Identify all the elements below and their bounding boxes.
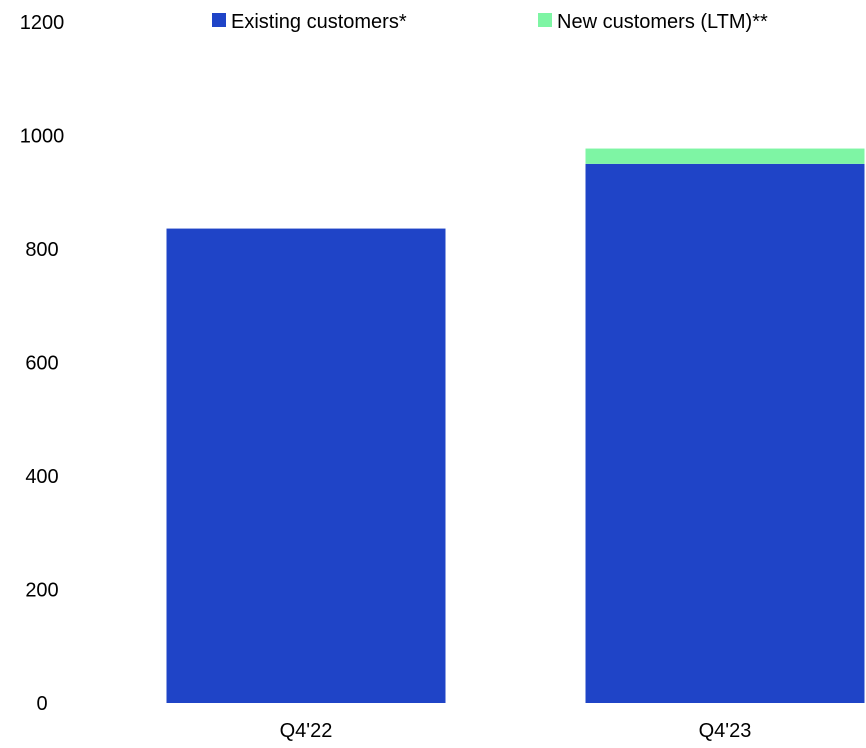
y-tick-label: 1200 [20,12,65,34]
bars [167,149,865,703]
y-axis: 0 200 400 600 800 1000 1200 [20,12,65,715]
bar-segment-existing-customers-1 [586,164,865,703]
y-tick-label: 200 [25,580,58,602]
legend-label-new-customers: New customers (LTM)** [557,11,768,33]
bar-segment-existing-customers-0 [167,229,446,703]
y-tick-label: 800 [25,239,58,261]
legend: Existing customers* New customers (LTM)*… [212,11,768,33]
y-tick-label: 0 [36,693,47,715]
legend-label-existing-customers: Existing customers* [231,11,407,33]
bar-segment-new-customers-1 [586,149,865,164]
legend-swatch-existing-customers [212,13,226,27]
y-tick-label: 600 [25,353,58,375]
y-tick-label: 400 [25,466,58,488]
x-tick-label: Q4'22 [280,720,333,742]
x-tick-label: Q4'23 [699,720,752,742]
y-tick-label: 1000 [20,126,65,148]
x-axis: Q4'22 Q4'23 [280,720,752,742]
legend-swatch-new-customers [538,13,552,27]
